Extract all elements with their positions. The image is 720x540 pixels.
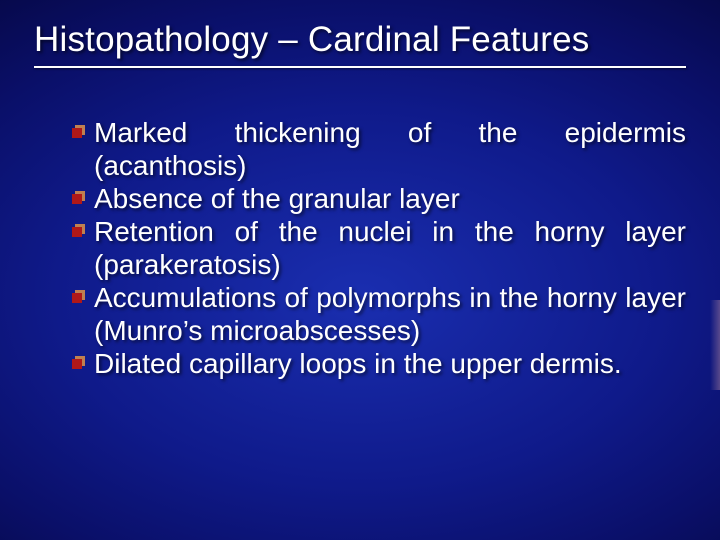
list-item: Retention of the nuclei in the horny lay…	[72, 215, 686, 281]
list-item-text: Retention of the nuclei in the horny lay…	[94, 215, 686, 281]
bullet-icon	[72, 290, 86, 304]
list-item: Accumulations of polymorphs in the horny…	[72, 281, 686, 347]
bullet-icon	[72, 125, 86, 139]
list-item: Absence of the granular layer	[72, 182, 686, 215]
list-item-text: Marked thickening of the epidermis (acan…	[94, 116, 686, 182]
slide-title: Histopathology – Cardinal Features	[34, 20, 686, 60]
bullet-icon	[72, 356, 86, 370]
bullet-icon	[72, 191, 86, 205]
list-item-text: Absence of the granular layer	[94, 182, 686, 215]
list-item-text: Accumulations of polymorphs in the horny…	[94, 281, 686, 347]
bullet-list: Marked thickening of the epidermis (acan…	[34, 116, 686, 380]
list-item-text: Dilated capillary loops in the upper der…	[94, 347, 686, 380]
slide-container: Histopathology – Cardinal Features Marke…	[0, 0, 720, 540]
title-underline	[34, 66, 686, 68]
list-item: Marked thickening of the epidermis (acan…	[72, 116, 686, 182]
list-item: Dilated capillary loops in the upper der…	[72, 347, 686, 380]
bullet-icon	[72, 224, 86, 238]
